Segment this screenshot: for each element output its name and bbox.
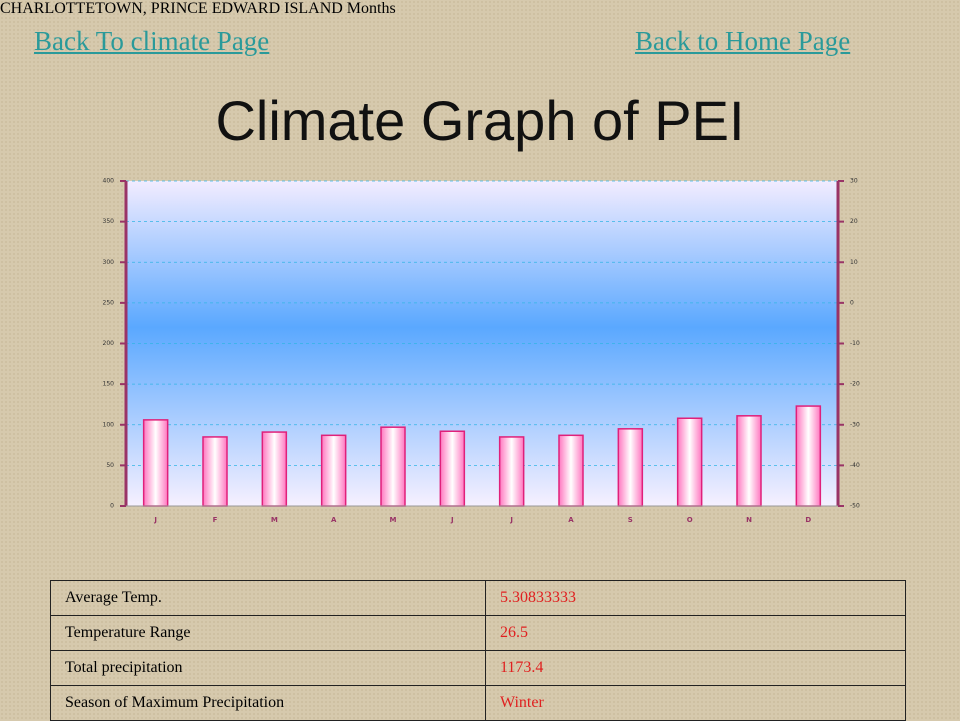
bar xyxy=(558,434,584,507)
cell-value: 26.5 xyxy=(485,615,906,651)
y-tick-label: 350 xyxy=(103,218,115,225)
table-row: Average Temp. 5.30833333 xyxy=(50,580,906,616)
x-tick-label: J xyxy=(450,516,454,524)
bar xyxy=(439,430,466,507)
x-tick-label: S xyxy=(628,516,633,524)
y-tick-label: 250 xyxy=(103,299,115,306)
y2-tick-label: 20 xyxy=(850,218,858,225)
y2-tick-label: 0 xyxy=(850,299,854,306)
chart: 0 50 100 150 200 250 300 350 400 -50 -40 -30 -20 -10 0… xyxy=(103,178,860,525)
y2-tick-label: -30 xyxy=(850,421,860,428)
cell-label: Temperature Range xyxy=(50,615,486,651)
bar xyxy=(676,417,703,507)
y2-tick-label: 30 xyxy=(850,178,858,185)
chart-title: CHARLOTTETOWN, PRINCE EDWARD ISLAND xyxy=(0,0,343,17)
y-tick-label: 100 xyxy=(103,421,115,428)
y2-tick-label: -40 xyxy=(850,462,860,469)
summary-table: Average Temp. 5.30833333 Temperature Range… xyxy=(50,580,906,721)
y2-tick-label: -10 xyxy=(850,340,860,347)
y-tick-label: 50 xyxy=(106,462,114,469)
cell-value: 5.30833333 xyxy=(485,580,906,616)
x-tick-label: M xyxy=(271,516,278,524)
cell-label: Average Temp. xyxy=(50,580,486,616)
y-tick-label: 150 xyxy=(103,381,115,388)
x-tick-label: F xyxy=(213,516,218,524)
x-tick-label: O xyxy=(687,516,693,524)
y-tick-label: 400 xyxy=(103,178,115,185)
x-tick-label: M xyxy=(390,516,397,524)
cell-label: Total precipitation xyxy=(50,650,486,686)
link[interactable]: Back To climate Page xyxy=(34,26,270,56)
bar xyxy=(380,426,406,507)
link[interactable]: Back to Home Page xyxy=(635,26,851,56)
x-tick-label: J xyxy=(153,516,157,524)
bar xyxy=(498,436,525,507)
table-row: Temperature Range 26.5 xyxy=(50,615,906,651)
x-tick-label: D xyxy=(805,516,811,524)
cell-value: Winter xyxy=(485,685,906,721)
table-row: Season of Maximum Precipitation Winter xyxy=(50,685,906,721)
x-axis-label: Months xyxy=(346,0,396,17)
y-tick-label: 200 xyxy=(103,340,115,347)
x-tick-label: J xyxy=(509,516,513,524)
cell-label: Season of Maximum Precipitation xyxy=(50,685,486,721)
bar xyxy=(617,428,644,507)
y-tick-label: 0 xyxy=(110,503,114,510)
y2-tick-label: -20 xyxy=(850,381,860,388)
x-tick-label: A xyxy=(331,516,337,524)
y2-tick-label: -50 xyxy=(850,503,860,510)
y-tick-label: 300 xyxy=(103,259,115,266)
bar xyxy=(320,434,347,507)
bar xyxy=(736,415,762,507)
bar xyxy=(261,431,288,507)
bar xyxy=(142,419,169,507)
x-tick-label: N xyxy=(746,516,752,524)
cell-value: 1173.4 xyxy=(485,650,906,686)
page-title: Climate Graph of PEI xyxy=(215,89,745,152)
y2-tick-label: 10 xyxy=(850,259,858,266)
bar xyxy=(202,436,228,507)
x-tick-label: A xyxy=(568,516,574,524)
bar xyxy=(795,405,822,507)
table-row: Total precipitation 1173.4 xyxy=(50,650,906,686)
